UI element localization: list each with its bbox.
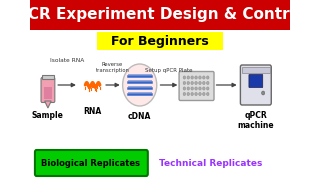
- Circle shape: [191, 92, 194, 96]
- Circle shape: [199, 76, 201, 79]
- Text: Reverse
transcription: Reverse transcription: [96, 62, 129, 73]
- FancyBboxPatch shape: [240, 65, 271, 105]
- Circle shape: [199, 81, 201, 85]
- Circle shape: [187, 76, 189, 79]
- Circle shape: [183, 81, 186, 85]
- Circle shape: [199, 92, 201, 96]
- Circle shape: [183, 76, 186, 79]
- Circle shape: [206, 76, 209, 79]
- Circle shape: [187, 92, 189, 96]
- FancyBboxPatch shape: [42, 75, 54, 79]
- Text: cDNA: cDNA: [128, 112, 151, 121]
- Circle shape: [187, 81, 189, 85]
- FancyBboxPatch shape: [179, 71, 214, 100]
- FancyBboxPatch shape: [97, 32, 223, 50]
- Circle shape: [203, 81, 205, 85]
- Text: Isolate RNA: Isolate RNA: [50, 58, 84, 63]
- Circle shape: [206, 92, 209, 96]
- Circle shape: [206, 87, 209, 90]
- FancyBboxPatch shape: [44, 87, 52, 99]
- FancyBboxPatch shape: [242, 67, 270, 73]
- Circle shape: [195, 76, 197, 79]
- Polygon shape: [45, 101, 51, 108]
- Circle shape: [195, 92, 197, 96]
- Text: Setup qPCR Plate: Setup qPCR Plate: [145, 68, 193, 73]
- Text: For Beginners: For Beginners: [111, 35, 209, 48]
- Circle shape: [206, 81, 209, 85]
- FancyBboxPatch shape: [41, 78, 55, 102]
- Circle shape: [199, 87, 201, 90]
- Circle shape: [191, 87, 194, 90]
- FancyBboxPatch shape: [249, 75, 263, 87]
- Circle shape: [203, 87, 205, 90]
- Circle shape: [183, 92, 186, 96]
- Circle shape: [261, 91, 265, 95]
- Circle shape: [195, 81, 197, 85]
- FancyBboxPatch shape: [30, 0, 290, 30]
- Text: Biological Replicates: Biological Replicates: [42, 159, 140, 168]
- Circle shape: [203, 92, 205, 96]
- Circle shape: [123, 64, 157, 106]
- Text: Sample: Sample: [32, 111, 64, 120]
- Text: Technical Replicates: Technical Replicates: [159, 159, 262, 168]
- FancyBboxPatch shape: [35, 150, 148, 176]
- Circle shape: [191, 76, 194, 79]
- Text: qPCR Experiment Design & Controls: qPCR Experiment Design & Controls: [6, 6, 314, 21]
- Circle shape: [195, 87, 197, 90]
- Circle shape: [203, 76, 205, 79]
- Circle shape: [187, 87, 189, 90]
- Text: RNA: RNA: [84, 107, 102, 116]
- Circle shape: [183, 87, 186, 90]
- Text: qPCR
machine: qPCR machine: [237, 111, 274, 130]
- Circle shape: [191, 81, 194, 85]
